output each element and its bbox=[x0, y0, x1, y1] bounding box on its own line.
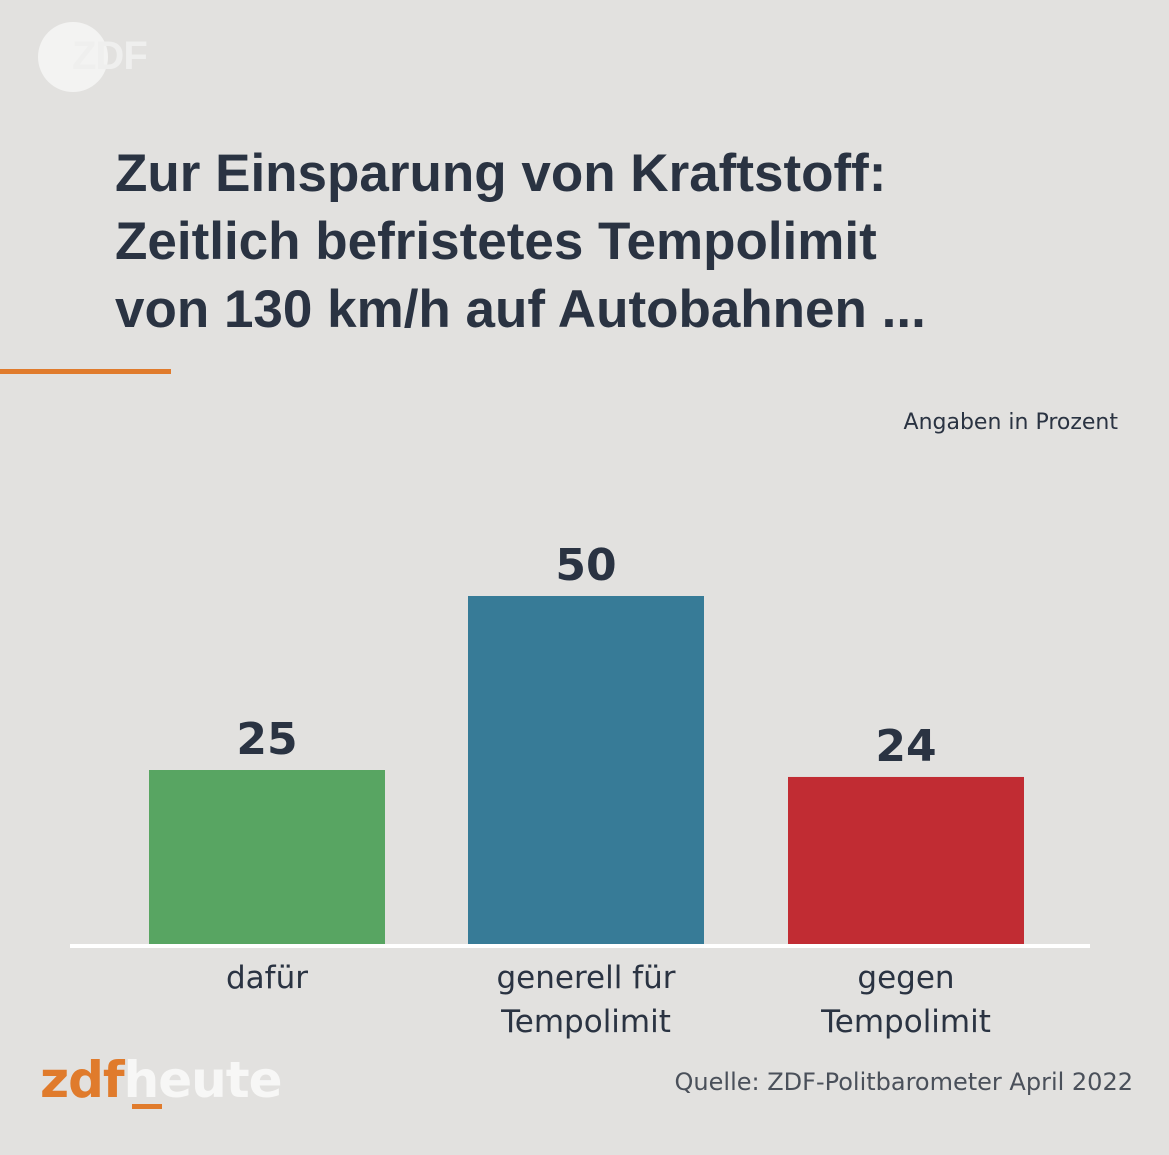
bar-2 bbox=[788, 776, 1024, 944]
brand-underscore bbox=[132, 1104, 162, 1109]
chart-title-line-3: von 130 km/h auf Autobahnen ... bbox=[115, 280, 926, 339]
brand-heute: heute bbox=[123, 1051, 283, 1109]
source-note: Quelle: ZDF-Politbarometer April 2022 bbox=[674, 1068, 1133, 1096]
bar-1 bbox=[468, 596, 704, 944]
category-label-0-line-0: dafür bbox=[226, 960, 308, 996]
bar-0 bbox=[149, 770, 385, 944]
bar-value-label-0: 25 bbox=[236, 714, 297, 765]
zdfheute-logo: zdfheute bbox=[40, 1050, 283, 1110]
category-label-1-line-1: Tempolimit bbox=[500, 1004, 671, 1040]
category-label-2-line-1: Tempolimit bbox=[820, 1004, 991, 1040]
chart-title-line-1: Zur Einsparung von Kraftstoff: bbox=[115, 144, 887, 203]
brand-zdf: zdf bbox=[40, 1051, 125, 1109]
chart-title-line-2: Zeitlich befristetes Tempolimit bbox=[115, 212, 877, 271]
category-label-1-line-0: generell für bbox=[497, 960, 676, 996]
zdf-logo-text: ZDF bbox=[72, 34, 148, 78]
title-accent-line bbox=[0, 369, 171, 374]
zdf-logo-circle bbox=[38, 22, 108, 92]
category-label-0: dafür bbox=[226, 960, 308, 996]
bar-value-label-2: 24 bbox=[875, 721, 936, 772]
category-label-1: generell für Tempolimit bbox=[497, 960, 676, 1040]
category-label-2: gegen Tempolimit bbox=[820, 960, 991, 1040]
category-label-2-line-0: gegen bbox=[857, 960, 954, 996]
bar-value-label-1: 50 bbox=[555, 540, 616, 591]
chart-title: Zur Einsparung von Kraftstoff: Zeitlich … bbox=[115, 140, 1115, 344]
unit-note: Angaben in Prozent bbox=[903, 410, 1118, 435]
